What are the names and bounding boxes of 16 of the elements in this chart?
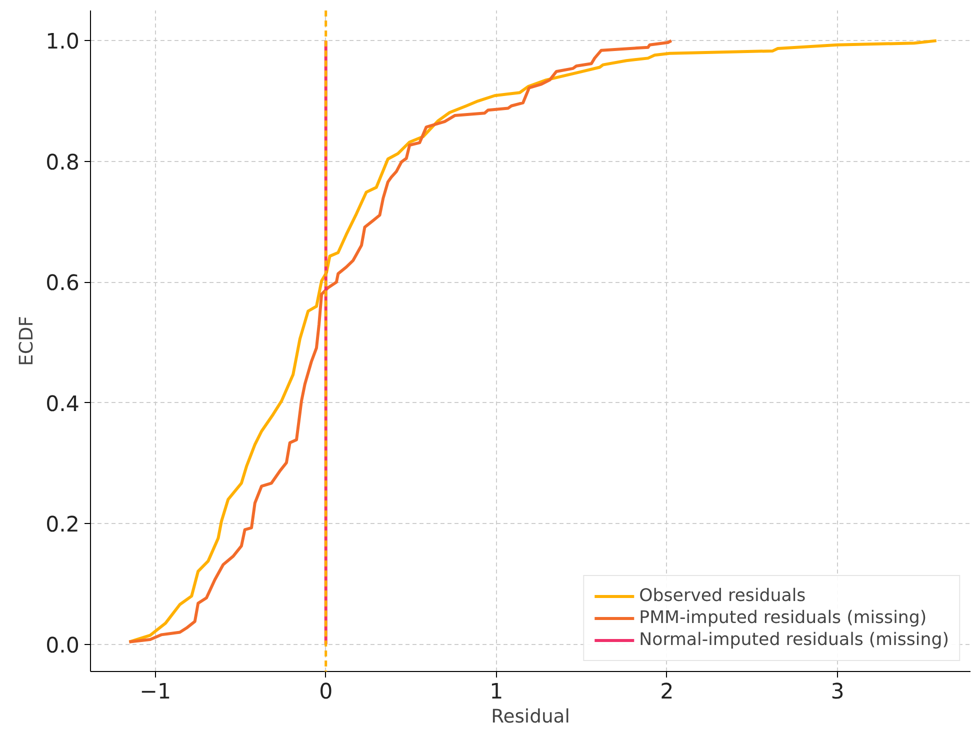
x-tick-label: −1 <box>140 680 172 704</box>
x-tick-label: 1 <box>490 680 504 704</box>
y-tick-label: 0.2 <box>46 512 80 538</box>
legend-label: Observed residuals <box>639 586 806 606</box>
x-tick-label: 3 <box>830 680 844 704</box>
y-tick-label: 0.0 <box>46 633 80 658</box>
x-tick-label: 0 <box>319 680 333 704</box>
y-tick-label: 0.8 <box>46 150 80 176</box>
y-axis-title: ECDF <box>16 316 38 366</box>
y-tick-label: 0.6 <box>46 271 80 296</box>
y-tick-label: 0.4 <box>46 392 80 417</box>
x-tick-label: 2 <box>660 680 674 704</box>
x-axis-title: Residual <box>491 706 570 728</box>
y-tick-label: 1.0 <box>46 30 80 55</box>
legend-label: PMM-imputed residuals (missing) <box>639 608 927 628</box>
legend-label: Normal-imputed residuals (missing) <box>639 630 949 650</box>
